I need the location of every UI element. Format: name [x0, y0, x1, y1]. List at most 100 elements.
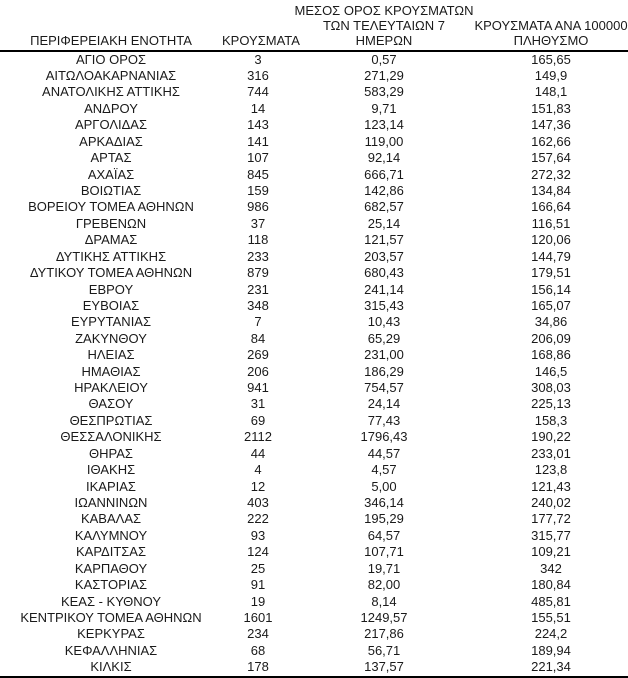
cell-region: ΚΕΡΚΥΡΑΣ [77, 626, 145, 642]
cell-region: ΙΚΑΡΙΑΣ [86, 478, 136, 494]
column-header-per100k: ΚΡΟΥΣΜΑΤΑ ΑΝΑ 100000 ΠΛΗΘΥΣΜΟ [474, 0, 628, 52]
cell-cases: 4 [254, 462, 262, 478]
cell-region: ΑΡΚΑΔΙΑΣ [79, 133, 143, 149]
cell-avg7: 271,29 [364, 68, 404, 84]
cell-per100k: 162,66 [531, 133, 571, 149]
cell-region: ΑΧΑΪΑΣ [87, 166, 135, 182]
column-header-per100k-line1: ΚΡΟΥΣΜΑΤΑ ΑΝΑ 100000 [474, 18, 628, 34]
cell-cases: 107 [247, 150, 269, 166]
cell-region: ΚΕΝΤΡΙΚΟΥ ΤΟΜΕΑ ΑΘΗΝΩΝ [20, 609, 202, 625]
cell-avg7: 10,43 [367, 314, 401, 330]
table-row: ΕΒΡΟΥ 231 241,14 156,14 [0, 282, 628, 298]
header-row: ΠΕΡΙΦΕΡΕΙΑΚΗ ΕΝΟΤΗΤΑ ΚΡΟΥΣΜΑΤΑ ΜΕΣΟΣ ΟΡΟ… [0, 0, 628, 52]
cell-region: ΕΥΒΟΙΑΣ [82, 297, 140, 313]
table-row: ΚΑΡΠΑΘΟΥ 25 19,71 342 [0, 561, 628, 577]
cell-cases: 879 [247, 265, 269, 281]
cell-avg7: 119,00 [364, 133, 404, 149]
cell-per100k: 168,86 [531, 347, 571, 363]
cell-region: ΒΟΙΩΤΙΑΣ [80, 182, 142, 198]
cell-per100k: 190,22 [531, 429, 571, 445]
cell-cases: 206 [247, 363, 269, 379]
cell-region: ΑΝΑΤΟΛΙΚΗΣ ΑΤΤΙΚΗΣ [42, 84, 180, 100]
cell-per100k: 206,09 [531, 330, 571, 346]
column-header-cases: ΚΡΟΥΣΜΑΤΑ [222, 0, 300, 52]
cell-avg7: 682,57 [364, 199, 404, 215]
cell-region: ΑΝΔΡΟΥ [84, 100, 138, 116]
column-header-per100k-line2: ΠΛΗΘΥΣΜΟ [513, 33, 589, 49]
table-body: ΑΓΙΟ ΟΡΟΣ 3 0,57 165,65 ΑΙΤΩΛΟΑΚΑΡΝΑΝΙΑΣ 316 2… [0, 51, 628, 678]
cell-cases: 25 [250, 560, 266, 576]
table-row: ΔΥΤΙΚΟΥ ΤΟΜΕΑ ΑΘΗΝΩΝ 879 680,43 179,51 [0, 265, 628, 281]
table-header: ΠΕΡΙΦΕΡΕΙΑΚΗ ΕΝΟΤΗΤΑ ΚΡΟΥΣΜΑΤΑ ΜΕΣΟΣ ΟΡΟ… [0, 0, 628, 52]
column-header-region: ΠΕΡΙΦΕΡΕΙΑΚΗ ΕΝΟΤΗΤΑ [0, 0, 222, 52]
cell-region: ΔΥΤΙΚΗΣ ΑΤΤΙΚΗΣ [55, 248, 167, 264]
cell-region: ΕΥΡΥΤΑΝΙΑΣ [70, 314, 152, 330]
cell-avg7: 142,86 [364, 182, 404, 198]
cell-per100k: 149,9 [534, 68, 568, 84]
table-row: ΘΗΡΑΣ 44 44,57 233,01 [0, 446, 628, 462]
table-row: ΚΕΦΑΛΛΗΝΙΑΣ 68 56,71 189,94 [0, 643, 628, 659]
cell-avg7: 65,29 [367, 330, 401, 346]
cell-cases: 316 [247, 68, 269, 84]
table-row: ΘΕΣΣΑΛΟΝΙΚΗΣ 2112 1796,43 190,22 [0, 429, 628, 445]
table-row: ΚΑΣΤΟΡΙΑΣ 91 82,00 180,84 [0, 577, 628, 593]
cell-region: ΚΑΡΠΑΘΟΥ [74, 560, 148, 576]
cell-per100k: 165,65 [531, 51, 571, 67]
table-row: ΗΛΕΙΑΣ 269 231,00 168,86 [0, 347, 628, 363]
cell-per100k: 134,84 [531, 182, 571, 198]
cell-region: ΖΑΚΥΝΘΟΥ [75, 330, 147, 346]
table-row: ΕΥΡΥΤΑΝΙΑΣ 7 10,43 34,86 [0, 314, 628, 330]
cell-per100k: 121,43 [531, 478, 571, 494]
cell-region: ΗΛΕΙΑΣ [87, 347, 135, 363]
table-row: ΗΡΑΚΛΕΙΟΥ 941 754,57 308,03 [0, 380, 628, 396]
cell-region: ΑΙΤΩΛΟΑΚΑΡΝΑΝΙΑΣ [45, 68, 177, 84]
cell-cases: 44 [250, 445, 266, 461]
cell-cases: 19 [250, 593, 266, 609]
cell-avg7: 121,57 [364, 232, 404, 248]
column-header-avg7: ΜΕΣΟΣ ΟΡΟΣ ΚΡΟΥΣΜΑΤΩΝ ΤΩΝ ΤΕΛΕΥΤΑΙΩΝ 7 Η… [294, 0, 474, 52]
cell-cases: 91 [250, 577, 266, 593]
cell-cases: 124 [247, 544, 269, 560]
cell-avg7: 137,57 [294, 659, 474, 678]
cell-region: ΚΑΡΔΙΤΣΑΣ [75, 544, 147, 560]
cell-avg7: 25,14 [367, 215, 401, 231]
cell-cases: 1601 [243, 609, 273, 625]
cell-region: ΘΗΡΑΣ [89, 445, 133, 461]
cell-avg7: 754,57 [364, 380, 404, 396]
cell-region: ΚΑΒΑΛΑΣ [80, 511, 142, 527]
cell-avg7: 123,14 [364, 117, 404, 133]
cell-per100k: 179,51 [531, 265, 571, 281]
table-row: ΙΚΑΡΙΑΣ 12 5,00 121,43 [0, 479, 628, 495]
cell-cases: 7 [254, 314, 262, 330]
table-row: ΚΑΒΑΛΑΣ 222 195,29 177,72 [0, 511, 628, 527]
cell-cases: 93 [250, 527, 266, 543]
cell-cases: 403 [247, 495, 269, 510]
cell-avg7: 8,14 [371, 593, 397, 609]
cell-avg7: 1249,57 [360, 609, 408, 625]
cell-avg7: 666,71 [364, 166, 404, 182]
cell-cases: 986 [247, 199, 269, 215]
cell-per100k: 221,34 [474, 659, 628, 678]
table-row: ΑΙΤΩΛΟΑΚΑΡΝΑΝΙΑΣ 316 271,29 149,9 [0, 68, 628, 84]
table-row: ΘΕΣΠΡΩΤΙΑΣ 69 77,43 158,3 [0, 413, 628, 429]
cell-region: ΑΡΤΑΣ [90, 150, 132, 166]
cell-cases: 231 [247, 281, 269, 297]
table-row: ΑΓΙΟ ΟΡΟΣ 3 0,57 165,65 [0, 51, 628, 68]
cell-cases: 744 [247, 84, 269, 100]
table-row: ΖΑΚΥΝΘΟΥ 84 65,29 206,09 [0, 331, 628, 347]
cell-cases: 178 [222, 659, 294, 678]
cell-per100k: 189,94 [531, 642, 571, 658]
cell-cases: 159 [247, 182, 269, 198]
cell-per100k: 308,03 [531, 380, 571, 396]
cell-cases: 234 [247, 626, 269, 642]
cell-region: ΚΕΑΣ - ΚΥΘΝΟΥ [60, 593, 162, 609]
table-row: ΙΩΑΝΝΙΝΩΝ 403 346,14 240,02 [0, 495, 628, 511]
cell-region: ΘΑΣΟΥ [88, 396, 134, 412]
cell-region: ΘΕΣΣΑΛΟΝΙΚΗΣ [60, 429, 162, 445]
table-row: ΙΘΑΚΗΣ 4 4,57 123,8 [0, 462, 628, 478]
cell-cases: 12 [250, 478, 266, 494]
cell-cases: 222 [247, 511, 269, 527]
table-row: ΑΡΚΑΔΙΑΣ 141 119,00 162,66 [0, 134, 628, 150]
